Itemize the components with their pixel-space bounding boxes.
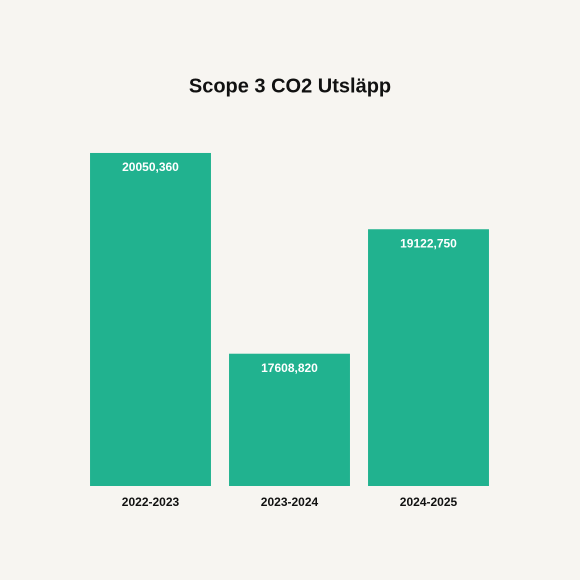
chart-title: Scope 3 CO2 Utsläpp bbox=[189, 75, 391, 97]
x-tick-label: 2023-2024 bbox=[261, 495, 319, 509]
bar bbox=[229, 353, 350, 486]
value-label: 17608,820 bbox=[261, 361, 318, 375]
bar bbox=[90, 152, 211, 486]
value-label: 20050,360 bbox=[122, 160, 179, 174]
bar bbox=[368, 229, 489, 487]
x-tick-label: 2022-2023 bbox=[122, 495, 180, 509]
value-label: 19122,750 bbox=[400, 236, 457, 250]
x-tick-label: 2024-2025 bbox=[400, 495, 458, 509]
